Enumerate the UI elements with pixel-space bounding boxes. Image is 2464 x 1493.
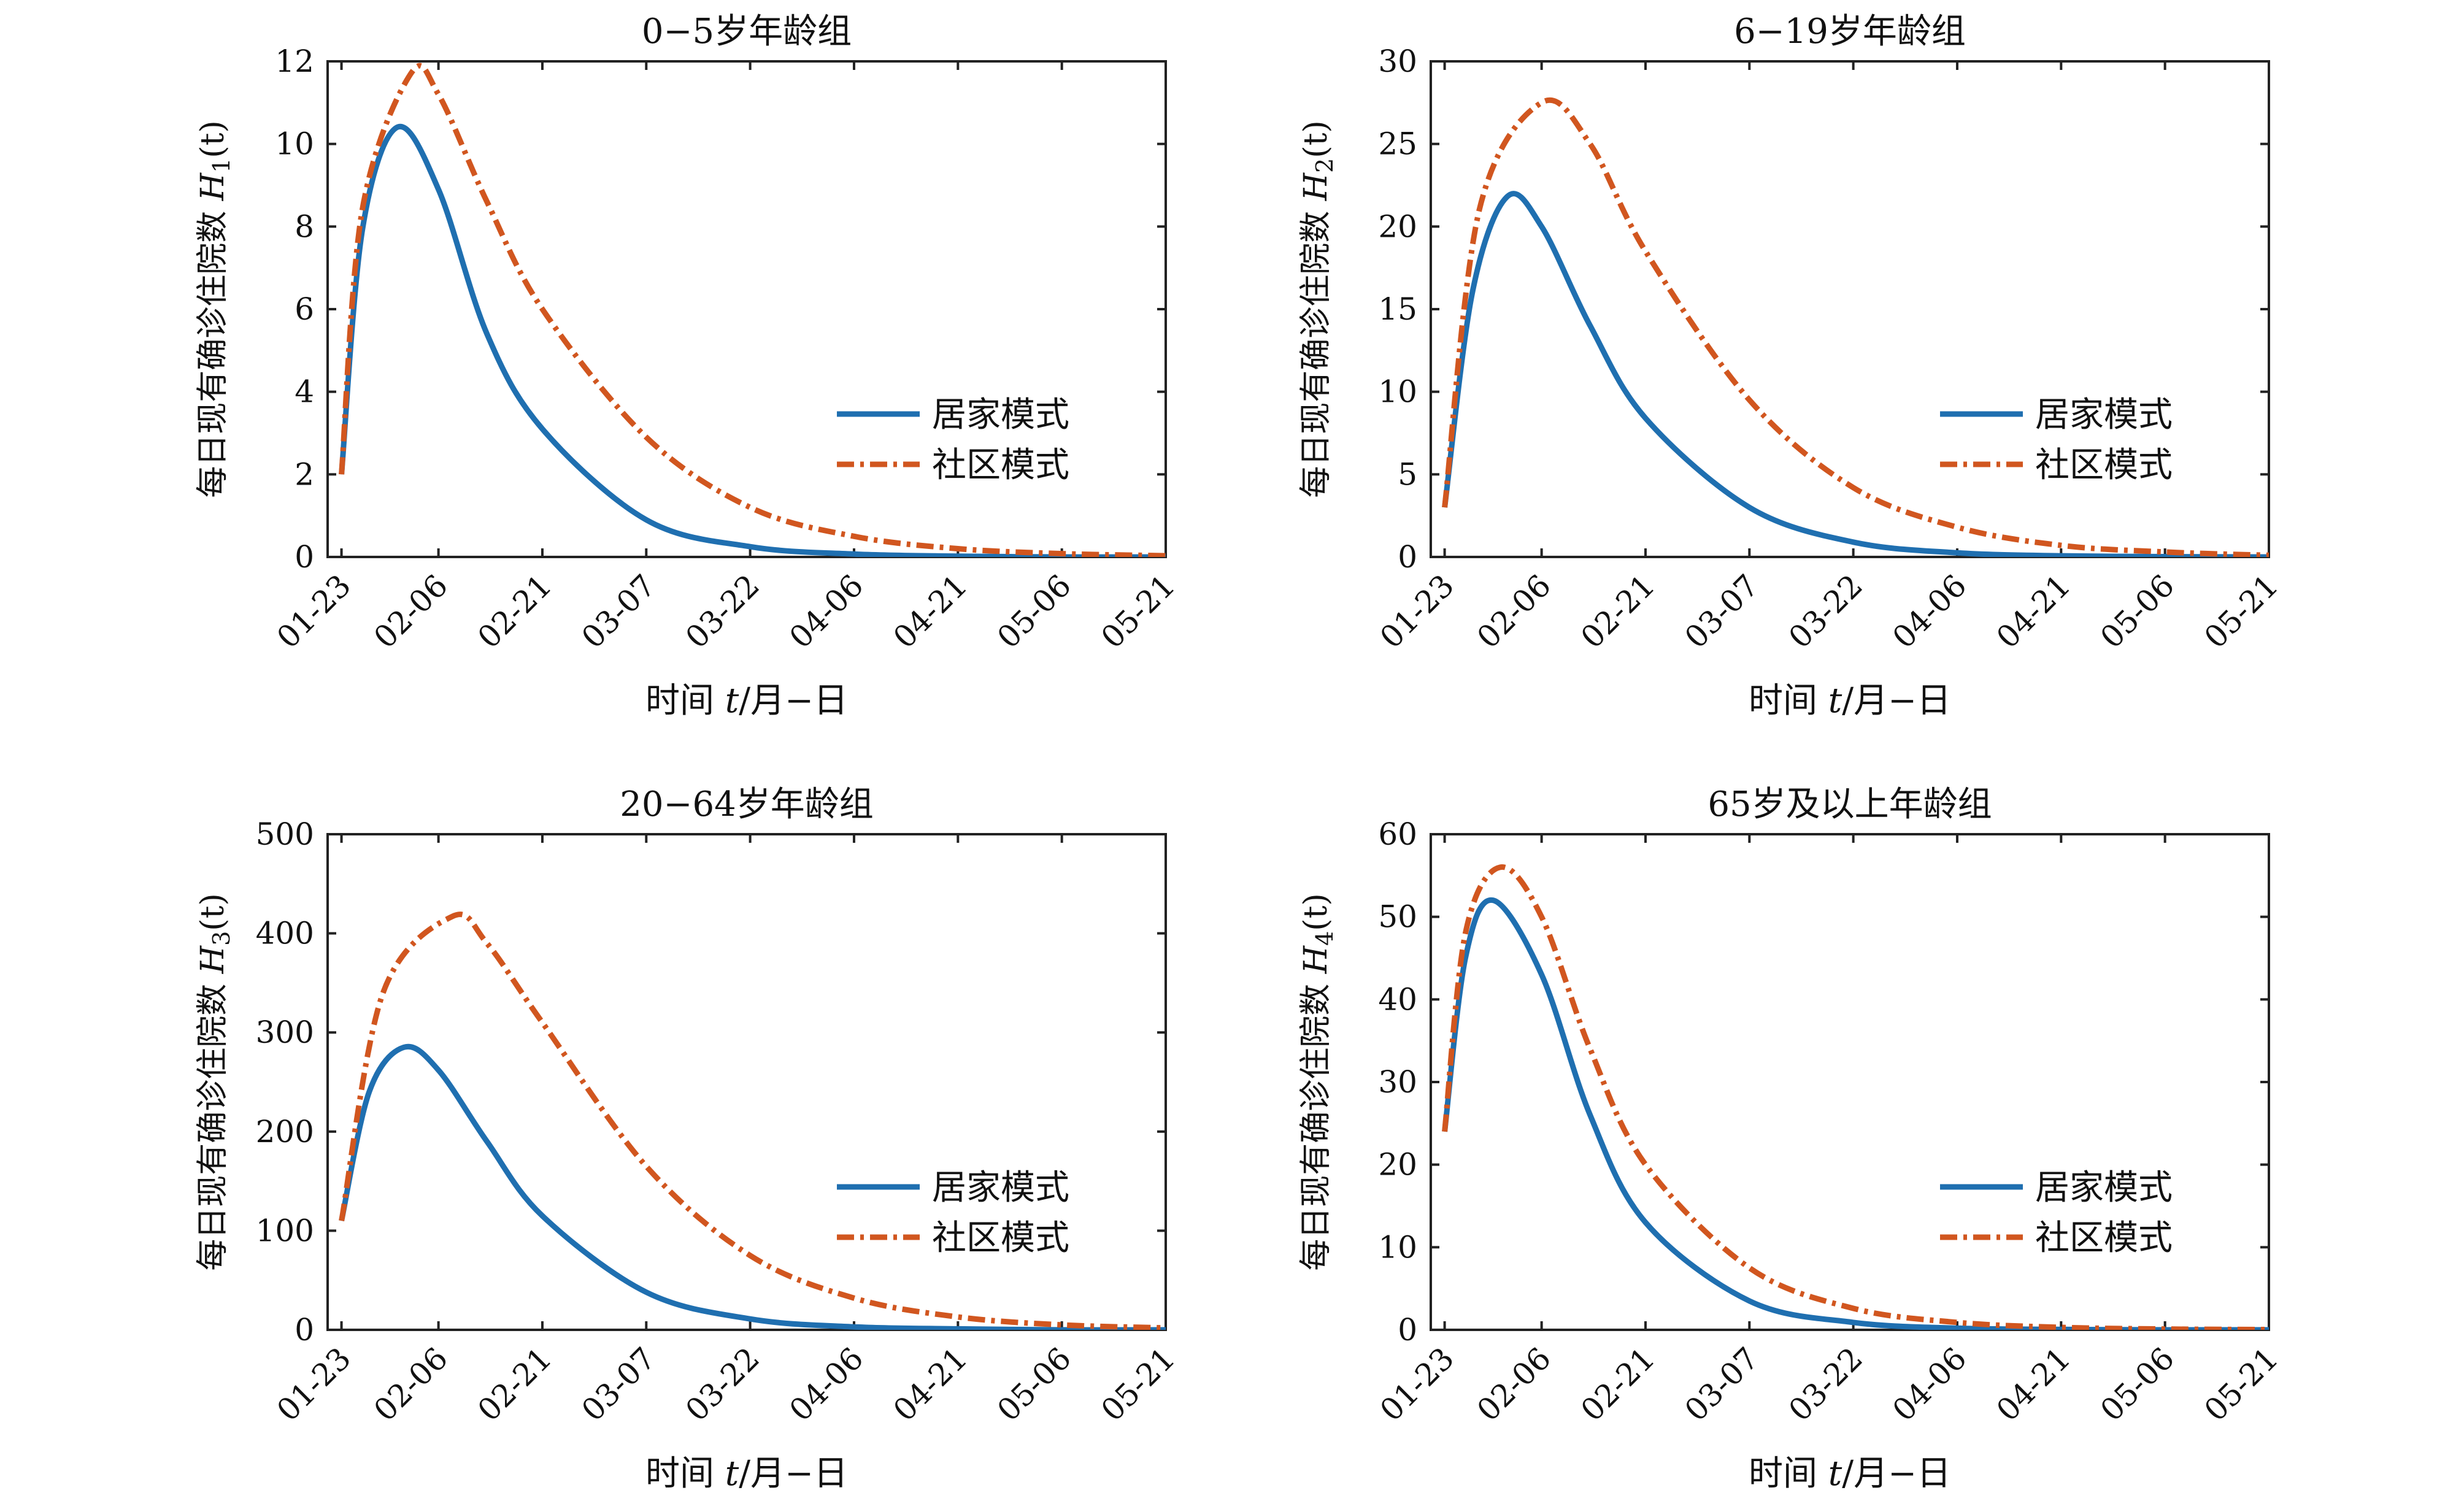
- y-tick-label: 500: [256, 816, 314, 852]
- y-tick-label: 6: [295, 291, 314, 327]
- series-line-home: [1442, 191, 2269, 557]
- x-tick-label: 04-06: [1886, 567, 1974, 655]
- x-tick-label: 05-21: [1095, 1340, 1182, 1428]
- y-axis-label: 每日现有确诊住院数 H3(t): [194, 893, 235, 1271]
- x-tick-label: 03-07: [1678, 1340, 1766, 1428]
- legend-label: 社区模式: [2035, 445, 2173, 485]
- y-tick-label: 0: [1398, 539, 1417, 575]
- x-tick-label: 04-06: [783, 567, 871, 655]
- x-tick-label: 02-06: [1470, 567, 1558, 655]
- x-tick-label: 05-06: [2093, 1340, 2181, 1428]
- panel-1: 0−5岁年龄组 0 2 4 6 8 10 12 01-23 02-06 02-21 03-07 03-2…: [194, 12, 1182, 721]
- x-axis-label: 时间 t/月−日: [1749, 681, 1951, 721]
- x-tick-label: 02-21: [471, 567, 559, 655]
- y-tick-label: 0: [295, 539, 314, 575]
- y-axis-label: 每日现有确诊住院数 H2(t): [1298, 120, 1338, 498]
- x-tick-label: 02-21: [471, 1340, 559, 1428]
- x-tick-label: 03-07: [575, 567, 663, 655]
- y-tick-label: 8: [295, 209, 314, 244]
- series-line-community: [339, 63, 1166, 557]
- x-axis-label: 时间 t/月−日: [1749, 1454, 1951, 1493]
- series-line-community: [339, 912, 1166, 1330]
- x-tick-label: 03-22: [1782, 1340, 1869, 1428]
- series-line-home: [339, 1043, 1166, 1330]
- legend-label: 居家模式: [932, 395, 1069, 435]
- legend-label: 社区模式: [932, 445, 1069, 485]
- legend-label: 社区模式: [2035, 1218, 2173, 1258]
- y-tick-label: 0: [1398, 1312, 1417, 1348]
- x-tick-label: 01-23: [270, 567, 358, 655]
- x-tick-label: 03-22: [679, 567, 766, 655]
- series-line-community: [1442, 97, 2269, 557]
- y-tick-label: 4: [295, 374, 314, 410]
- panel-3: 20−64岁年龄组 0 100 200 300 400 500 01-23 02-06 02-21…: [194, 785, 1182, 1493]
- x-tick-label: 03-22: [1782, 567, 1869, 655]
- series-line-community: [1442, 864, 2269, 1330]
- x-tick-label: 01-23: [270, 1340, 358, 1428]
- y-tick-label: 25: [1378, 126, 1417, 162]
- y-tick-label: 100: [256, 1213, 314, 1248]
- x-tick-label: 05-21: [2198, 1340, 2285, 1428]
- y-tick-label: 30: [1378, 44, 1417, 79]
- y-tick-label: 2: [295, 456, 314, 492]
- x-tick-label: 02-21: [1574, 1340, 1662, 1428]
- legend-label: 居家模式: [2035, 1168, 2173, 1208]
- y-axis-label: 每日现有确诊住院数 H4(t): [1298, 893, 1338, 1271]
- x-tick-label: 05-06: [2093, 567, 2181, 655]
- y-tick-label: 20: [1378, 209, 1417, 244]
- x-tick-label: 02-06: [1470, 1340, 1558, 1428]
- panel-title: 20−64岁年龄组: [620, 785, 873, 824]
- x-tick-label: 04-21: [887, 1340, 974, 1428]
- x-tick-label: 05-06: [990, 1340, 1078, 1428]
- y-tick-label: 12: [275, 44, 314, 79]
- x-tick-label: 05-06: [990, 567, 1078, 655]
- panel-title: 65岁及以上年龄组: [1707, 785, 1992, 824]
- panel-title: 0−5岁年龄组: [642, 12, 852, 52]
- legend-label: 居家模式: [2035, 395, 2173, 435]
- x-tick-label: 03-22: [679, 1340, 766, 1428]
- y-tick-label: 40: [1378, 981, 1417, 1017]
- y-tick-label: 0: [295, 1312, 314, 1348]
- x-tick-label: 04-06: [1886, 1340, 1974, 1428]
- x-tick-label: 04-21: [887, 567, 974, 655]
- y-axis-label: 每日现有确诊住院数 H1(t): [194, 120, 235, 498]
- legend-label: 社区模式: [932, 1218, 1069, 1258]
- series-line-home: [339, 123, 1166, 557]
- x-tick-label: 02-06: [367, 1340, 455, 1428]
- x-tick-label: 02-06: [367, 567, 455, 655]
- y-tick-label: 10: [1378, 1229, 1417, 1265]
- plot-frame: [326, 833, 1167, 1331]
- y-tick-label: 50: [1378, 899, 1417, 935]
- x-tick-label: 05-21: [2198, 567, 2285, 655]
- y-tick-label: 10: [275, 126, 314, 162]
- x-tick-label: 01-23: [1373, 567, 1461, 655]
- panel-title: 6−19岁年龄组: [1734, 12, 1966, 52]
- y-tick-label: 400: [256, 916, 314, 951]
- x-tick-label: 02-21: [1574, 567, 1662, 655]
- panel-2: 6−19岁年龄组 0 5 10 15 20 25 30 01-23 02-06 02-21 03-07…: [1298, 12, 2285, 721]
- y-tick-label: 300: [256, 1015, 314, 1050]
- x-axis-label: 时间 t/月−日: [645, 1454, 848, 1493]
- y-tick-label: 10: [1378, 374, 1417, 410]
- y-tick-label: 15: [1378, 291, 1417, 327]
- y-tick-label: 5: [1398, 456, 1417, 492]
- series-line-home: [1442, 897, 2269, 1330]
- x-tick-label: 04-21: [1990, 1340, 2077, 1428]
- x-tick-label: 01-23: [1373, 1340, 1461, 1428]
- x-tick-label: 04-21: [1990, 567, 2077, 655]
- x-tick-label: 03-07: [575, 1340, 663, 1428]
- x-axis-label: 时间 t/月−日: [645, 681, 848, 721]
- x-tick-label: 05-21: [1095, 567, 1182, 655]
- x-tick-label: 04-06: [783, 1340, 871, 1428]
- x-tick-label: 03-07: [1678, 567, 1766, 655]
- y-tick-label: 200: [256, 1114, 314, 1149]
- y-tick-label: 60: [1378, 816, 1417, 852]
- legend-label: 居家模式: [932, 1168, 1069, 1208]
- y-tick-label: 20: [1378, 1147, 1417, 1183]
- y-tick-label: 30: [1378, 1064, 1417, 1100]
